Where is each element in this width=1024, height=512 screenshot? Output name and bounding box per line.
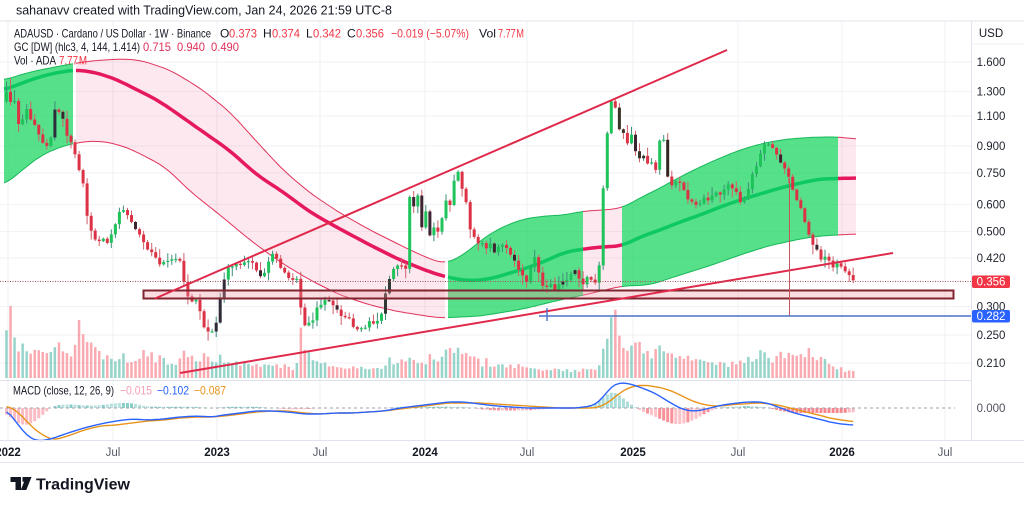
svg-text:Jul: Jul bbox=[731, 447, 746, 459]
svg-text:0.490: 0.490 bbox=[211, 40, 239, 54]
svg-text:0.715: 0.715 bbox=[143, 40, 171, 54]
svg-text:Jul: Jul bbox=[106, 447, 121, 459]
svg-text:0.342: 0.342 bbox=[313, 27, 341, 41]
svg-text:0.750: 0.750 bbox=[977, 168, 1006, 180]
svg-text:0.210: 0.210 bbox=[977, 358, 1006, 370]
svg-text:Vol · ADA: Vol · ADA bbox=[14, 54, 56, 68]
svg-text:Jul: Jul bbox=[313, 447, 328, 459]
svg-text:0.000: 0.000 bbox=[977, 403, 1006, 415]
svg-text:USD: USD bbox=[979, 28, 1003, 40]
svg-text:MACD (close, 12, 26, 9): MACD (close, 12, 26, 9) bbox=[13, 384, 114, 398]
svg-text:−0.102: −0.102 bbox=[157, 384, 189, 398]
svg-text:0.250: 0.250 bbox=[977, 330, 1006, 342]
svg-text:O: O bbox=[220, 27, 229, 41]
svg-text:1.300: 1.300 bbox=[977, 87, 1006, 99]
svg-text:1.100: 1.100 bbox=[977, 111, 1006, 123]
svg-text:C: C bbox=[347, 27, 356, 41]
svg-text:H: H bbox=[263, 27, 272, 41]
svg-text:0.282: 0.282 bbox=[977, 311, 1006, 323]
svg-text:0.374: 0.374 bbox=[272, 27, 300, 41]
svg-text:−0.015: −0.015 bbox=[120, 384, 152, 398]
svg-text:0.940: 0.940 bbox=[177, 40, 205, 54]
svg-text:0.356: 0.356 bbox=[356, 27, 384, 41]
svg-text:Vol: Vol bbox=[479, 27, 496, 41]
svg-text:2024: 2024 bbox=[412, 447, 438, 459]
svg-text:0.373: 0.373 bbox=[229, 27, 257, 41]
svg-text:Jul: Jul bbox=[520, 447, 535, 459]
svg-text:2025: 2025 bbox=[620, 447, 646, 459]
svg-text:L: L bbox=[306, 27, 313, 41]
svg-text:0.500: 0.500 bbox=[977, 227, 1006, 239]
svg-text:0.900: 0.900 bbox=[977, 141, 1006, 153]
svg-text:0.356: 0.356 bbox=[977, 277, 1006, 289]
svg-text:0.420: 0.420 bbox=[977, 253, 1006, 265]
svg-text:TradingView: TradingView bbox=[36, 477, 131, 494]
svg-text:2023: 2023 bbox=[204, 447, 230, 459]
svg-text:1.600: 1.600 bbox=[977, 57, 1006, 69]
svg-text:sahanavv created with TradingV: sahanavv created with TradingView.com, J… bbox=[16, 4, 392, 18]
svg-text:GC [DW] (hlc3, 4, 144, 1.414): GC [DW] (hlc3, 4, 144, 1.414) bbox=[14, 40, 140, 54]
svg-text:2026: 2026 bbox=[829, 447, 855, 459]
svg-text:−0.019 (−5.07%): −0.019 (−5.07%) bbox=[391, 27, 469, 41]
svg-text:7.77 M: 7.77 M bbox=[498, 27, 524, 41]
svg-text:Jul: Jul bbox=[938, 447, 953, 459]
svg-text:0.600: 0.600 bbox=[977, 200, 1006, 212]
svg-text:ADAUSD · Cardano / US Dollar ·: ADAUSD · Cardano / US Dollar · 1W · Bina… bbox=[14, 27, 211, 41]
svg-text:7.77 M: 7.77 M bbox=[59, 54, 87, 68]
svg-text:−0.087: −0.087 bbox=[194, 384, 226, 398]
